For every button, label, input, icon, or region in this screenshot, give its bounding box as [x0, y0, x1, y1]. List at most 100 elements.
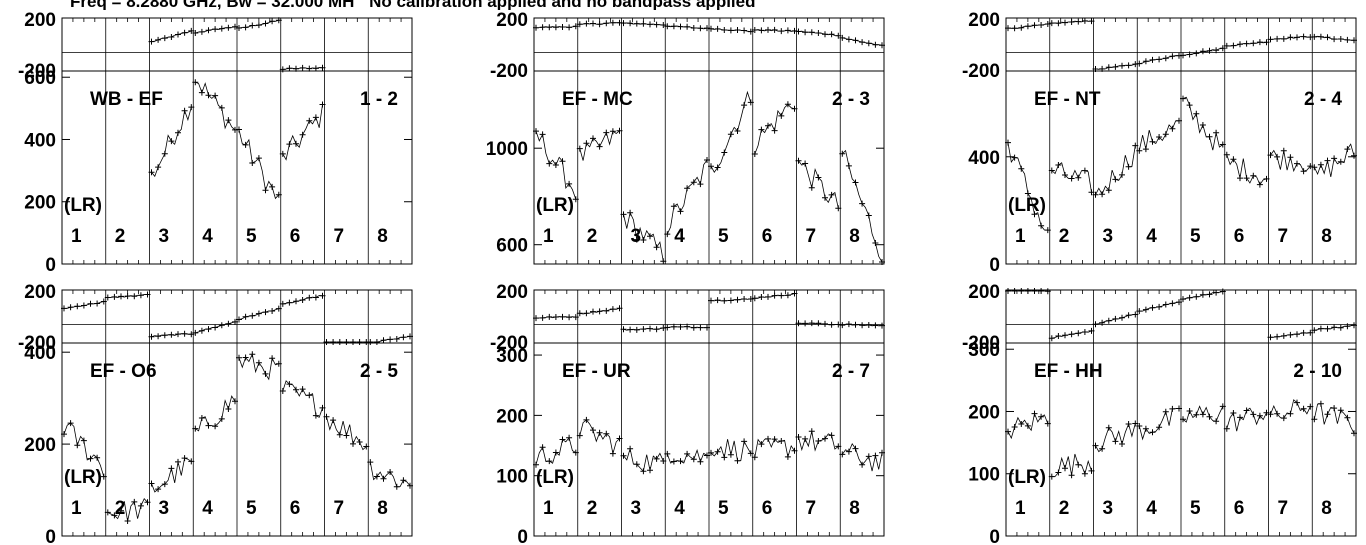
panel-3-phase-ch4-points [1136, 52, 1182, 67]
panel-1-amp-ytick: 200 [24, 193, 56, 214]
panel-2-amp-ch1-points [533, 128, 579, 203]
panel-2-phase-ch2-points [576, 19, 623, 28]
panel-6-channel-label-2: 2 [1059, 498, 1070, 519]
panel-1-amp-ytick: 600 [24, 68, 56, 89]
panel-6-channel-label-3: 3 [1103, 498, 1114, 519]
panel-5-amp-ch3-points [620, 445, 667, 475]
panel-2-amp-ch4-points [664, 157, 710, 238]
panel-2-amp-ch3-points [620, 209, 667, 265]
panel-6-amp-ch4-points [1136, 405, 1182, 436]
panel-2-phase-ytick-bottom: -200 [490, 61, 528, 82]
panel-1-channel-label-5: 5 [246, 226, 257, 247]
panel-3-channel-label-8: 8 [1321, 226, 1332, 247]
panel-2-channel-label-8: 8 [849, 226, 860, 247]
panel-6-amp-ytick: 100 [968, 465, 1000, 486]
panel-6-channel-label-4: 4 [1146, 498, 1157, 519]
panel-3-title: EF - NT [1034, 89, 1101, 110]
panel-6-phase-ch3-points [1092, 311, 1139, 328]
panel-5-phase-ch5-points [708, 296, 754, 304]
panel-3-phase-ch2-points [1048, 17, 1095, 27]
panel-2-phase-ch4-points [664, 23, 710, 32]
panel-1-channel-label-3: 3 [159, 226, 170, 247]
panel-3-channel-label-2: 2 [1059, 226, 1070, 247]
panel-1-amp-ch5-line [238, 129, 280, 200]
panel-6-amp-ch1-points [1005, 410, 1051, 435]
panel-1-amp-ytick: 400 [24, 130, 56, 151]
panel-2-channel-label-7: 7 [806, 226, 817, 247]
panel-5-channel-label-2: 2 [587, 498, 598, 519]
panel-4-amp-ch6-points [279, 381, 326, 419]
panel-2-phase-ch6-points [751, 26, 798, 35]
panel-5-channel-label-6: 6 [762, 498, 773, 519]
panel-4-title: EF - O6 [90, 361, 157, 382]
panel-3-channel-label-1: 1 [1015, 226, 1026, 247]
panel-3-phase-ch1-points [1005, 21, 1051, 32]
panel-6-amp-ch2-points [1048, 461, 1095, 480]
panel-6-phase-ch4-points [1136, 299, 1182, 315]
panel-6-phase-ytick-bottom: -200 [962, 333, 1000, 354]
panel-4-amp-ytick: 400 [24, 343, 56, 364]
panel-5-amp-ytick: 300 [496, 346, 528, 367]
panel-5-amp-ch1-points [533, 434, 579, 468]
panel-2-channel-label-6: 6 [762, 226, 773, 247]
panel-3-amp-ch1-points [1005, 139, 1051, 234]
panel-6-channel-label-1: 1 [1015, 498, 1026, 519]
panel-4-channel-label-7: 7 [334, 498, 345, 519]
panel-4-phase-ch5-points [236, 305, 282, 323]
panel-4-amp-ytick: 200 [24, 435, 56, 456]
panel-4-phase-ch6-points [279, 292, 326, 307]
panel-3-amp-ch3-line [1095, 145, 1136, 196]
panel-4-phase-ch1-points [61, 298, 107, 312]
panel-6-amp-ch8-points [1311, 400, 1357, 437]
panel-2-phase-ch7-points [795, 28, 842, 39]
panel-4-phase-ch8-points [367, 333, 413, 345]
panel-4-amp-ch3-points [148, 455, 195, 493]
panel-2-phase-ch3-points [620, 20, 667, 28]
panel-5-amp-ch3-line [623, 448, 664, 473]
panel-4-amp-ch1-points [61, 420, 107, 480]
panel-4-amp-ch7-points [323, 413, 370, 450]
panel-6-phase-ch5-points [1180, 288, 1226, 303]
panel-2-title: EF - MC [562, 89, 633, 110]
panel-3-phase-ch6-points [1223, 39, 1270, 49]
panel-6-amp-ch3-points [1092, 420, 1139, 452]
panel-4-channel-label-6: 6 [290, 498, 301, 519]
panel-1-amp-ytick: 0 [45, 255, 56, 276]
panel-3-amp-ch8-points [1311, 146, 1357, 171]
panel-1-amp-ch5-points [236, 126, 282, 198]
panel-2-channel-label-4: 4 [674, 226, 685, 247]
panel-2-channel-label-1: 1 [543, 226, 554, 247]
panel-1-phase-ch3-points [148, 27, 195, 45]
panel-5-phase-ch4-points [664, 323, 710, 331]
panel-3-polarization: (LR) [1008, 195, 1046, 216]
panel-2-baseline: 2 - 3 [832, 89, 870, 110]
panel-2-polarization: (LR) [536, 195, 574, 216]
panel-2-phase-ytick-top: 200 [496, 10, 528, 31]
panel-6-amp-ytick: 300 [968, 340, 1000, 361]
panel-5-channel-label-3: 3 [631, 498, 642, 519]
panel-5-phase-ytick-bottom: -200 [490, 333, 528, 354]
panel-5-channel-label-8: 8 [849, 498, 860, 519]
panel-1-phase-ch4-points [192, 23, 238, 36]
panel-6-amp-ch7-points [1267, 399, 1314, 422]
panel-5-amp-ytick: 0 [517, 527, 528, 545]
panel-4-phase-ytick-top: 200 [24, 282, 56, 303]
panel-2-amp-ch7-line [798, 160, 839, 209]
panel-4-phase-ytick-bottom: -200 [18, 333, 56, 354]
panel-3-amp-ch1-line [1007, 142, 1048, 231]
panel-4-channel-label-5: 5 [246, 498, 257, 519]
panel-6-channel-label-7: 7 [1278, 498, 1289, 519]
panel-4-channel-label-4: 4 [202, 498, 213, 519]
panel-6-channel-label-5: 5 [1190, 498, 1201, 519]
panel-5-channel-label-5: 5 [718, 498, 729, 519]
panel-6-amp-ytick: 0 [989, 527, 1000, 545]
panel-3-amp-ch3-points [1092, 142, 1139, 198]
panel-1-amp-ch4-points [192, 79, 238, 133]
panel-5-phase-ch1-points [533, 313, 579, 322]
panel-1-phase-ch5-points [236, 17, 282, 31]
panel-6-polarization: (LR) [1008, 467, 1046, 488]
panel-5-phase-ch7-points [795, 320, 842, 328]
panel-3-amp-ch7-line [1270, 149, 1311, 173]
panel-2-phase-ch8-points [839, 34, 885, 49]
panel-1-baseline: 1 - 2 [360, 89, 398, 110]
